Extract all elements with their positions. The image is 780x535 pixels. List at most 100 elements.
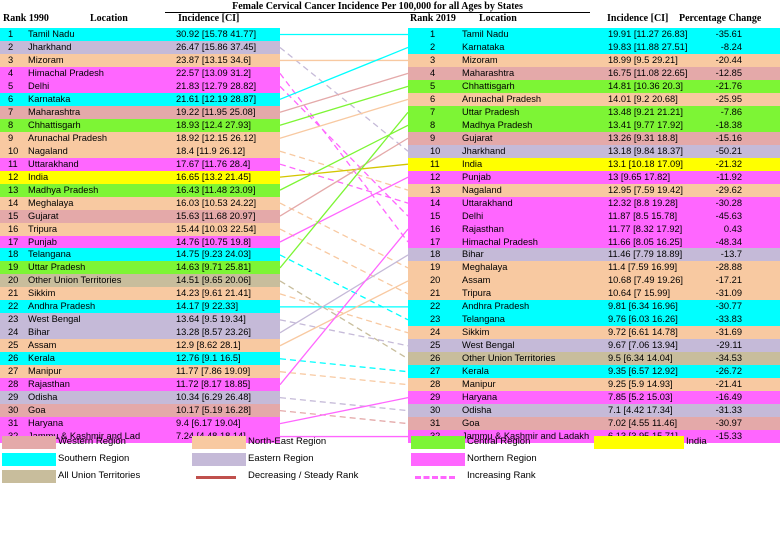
rank-connection-line	[279, 46, 409, 152]
rank-connection-line	[279, 163, 409, 204]
rank-connection-line	[279, 358, 409, 373]
incidence-cell: 11.4 [7.59 16.99]	[608, 262, 678, 273]
incidence-cell: 16.03 [10.53 24.22]	[176, 197, 257, 208]
table-row-1990: 20 Other Union Territories 14.51 [9.65 20.…	[0, 274, 280, 288]
location-cell: Andhra Pradesh	[462, 301, 530, 312]
incidence-cell: 10.64 [7 15.99]	[608, 288, 671, 299]
rank-cell: 2	[430, 41, 436, 52]
location-cell: Himachal Pradesh	[462, 236, 538, 247]
percentage-change-cell: -29.62	[715, 184, 742, 195]
table-row-2019: 5 Chhattisgarh 14.81 [10.36 20.3] -21.76	[408, 79, 780, 93]
percentage-change-cell: -26.72	[715, 366, 742, 377]
incidence-cell: 7.1 [4.42 17.34]	[608, 405, 673, 416]
incidence-cell: 12.76 [9.1 16.5]	[176, 353, 241, 364]
rank-cell: 5	[430, 80, 436, 91]
location-cell: Delhi	[462, 210, 484, 221]
table-row-1990: 15 Gujarat 15.63 [11.68 20.97]	[0, 209, 280, 223]
table-row-2019: 10 Jharkhand 13.18 [9.84 18.37] -50.21	[408, 144, 780, 158]
location-cell: Punjab	[462, 171, 491, 182]
incidence-cell: 13.48 [9.21 21.21]	[608, 106, 683, 117]
rank-connection-line	[279, 228, 409, 295]
table-row-1990: 3 Mizoram 23.87 [13.15 34.6]	[0, 53, 280, 67]
location-cell: Odisha	[28, 392, 58, 403]
incidence-cell: 10.68 [7.49 19.26]	[608, 275, 683, 286]
table-row-1990: 1 Tamil Nadu 30.92 [15.78 41.77]	[0, 28, 280, 41]
rank-cell: 23	[8, 314, 19, 325]
rank-cell: 13	[430, 184, 441, 195]
legend-swatch	[2, 453, 56, 466]
table-row-1990: 6 Karnataka 21.61 [12.19 28.87]	[0, 92, 280, 106]
location-cell: Telangana	[28, 249, 71, 260]
incidence-cell: 9.72 [6.61 14.78]	[608, 327, 678, 338]
rank-cell: 3	[430, 54, 436, 65]
table-row-1990: 9 Arunachal Pradesh 18.92 [12.15 26.12]	[0, 131, 280, 145]
table-row-1990: 12 India 16.65 [13.2 21.45]	[0, 170, 280, 184]
table-row-1990: 8 Chhattisgarh 18.93 [12.4 27.93]	[0, 118, 280, 132]
rank-cell: 30	[430, 405, 441, 416]
table-row-1990: 25 Assam 12.9 [8.62 28.1]	[0, 339, 280, 353]
table-row-1990: 18 Telangana 14.75 [9.23 24.03]	[0, 248, 280, 262]
location-cell: West Bengal	[462, 340, 515, 351]
incidence-cell: 9.67 [7.06 13.94]	[608, 340, 678, 351]
rank-cell: 10	[8, 145, 19, 156]
incidence-cell: 18.4 [11.9 26.12]	[176, 145, 246, 156]
location-cell: Uttarakhand	[28, 158, 79, 169]
rank-cell: 19	[430, 262, 441, 273]
incidence-cell: 11.77 [8.32 17.92]	[608, 223, 683, 234]
incidence-cell: 11.66 [8.05 16.25]	[608, 236, 683, 247]
location-cell: Meghalaya	[462, 262, 508, 273]
rank-cell: 3	[8, 54, 14, 65]
rank-cell: 15	[430, 210, 441, 221]
rank-connection-line	[279, 396, 409, 412]
legend-label: Increasing Rank	[467, 470, 536, 481]
incidence-cell: 14.51 [9.65 20.06]	[176, 275, 251, 286]
percentage-change-cell: -16.49	[715, 392, 742, 403]
legend-label: Northern Region	[467, 453, 537, 464]
incidence-cell: 9.76 [6.03 16.26]	[608, 314, 678, 325]
location-cell: Other Union Territories	[28, 275, 122, 286]
incidence-cell: 16.75 [11.08 22.65]	[608, 67, 688, 78]
percentage-change-cell: -50.21	[715, 145, 742, 156]
rank-cell: 26	[8, 353, 19, 364]
incidence-cell: 9.4 [6.17 19.04]	[176, 418, 241, 429]
table-row-2019: 22 Andhra Pradesh 9.81 [6.34 16.96] -30.77	[408, 300, 780, 314]
incidence-cell: 10.17 [5.19 16.28]	[176, 405, 251, 416]
rank-cell: 17	[430, 236, 441, 247]
incidence-cell: 9.35 [6.57 12.92]	[608, 366, 678, 377]
rank-cell: 30	[8, 405, 19, 416]
percentage-change-cell: -11.92	[716, 171, 742, 182]
rank-connection-line	[279, 254, 409, 334]
table-row-1990: 19 Uttar Pradesh 14.63 [9.71 25.81]	[0, 261, 280, 275]
rank-cell: 11	[430, 158, 440, 169]
rank-connection-line	[279, 98, 409, 139]
location-cell: Karnataka	[28, 93, 71, 104]
incidence-cell: 23.87 [13.15 34.6]	[176, 54, 251, 65]
table-row-1990: 29 Odisha 10.34 [6.29 26.48]	[0, 391, 280, 405]
rank-cell: 13	[8, 184, 19, 195]
rank-cell: 7	[8, 106, 14, 117]
rank-connection-line	[279, 163, 409, 178]
rank-cell: 18	[8, 249, 19, 260]
incidence-cell: 17.67 [11.76 28.4]	[176, 158, 251, 169]
location-cell: Rajasthan	[462, 223, 504, 234]
rank-connection-line	[279, 371, 409, 386]
table-row-1990: 27 Manipur 11.77 [7.86 19.09]	[0, 365, 280, 379]
percentage-change-cell: -21.76	[715, 80, 742, 91]
rank-cell: 25	[430, 340, 441, 351]
rank-cell: 21	[430, 288, 441, 299]
rank-cell: 19	[8, 262, 19, 273]
table-row-2019: 4 Maharashtra 16.75 [11.08 22.65] -12.85	[408, 66, 780, 80]
header-location-2019: Location	[479, 13, 517, 24]
table-row-2019: 24 Sikkim 9.72 [6.61 14.78] -31.69	[408, 326, 780, 340]
table-row-1990: 2 Jharkhand 26.47 [15.86 37.45]	[0, 40, 280, 54]
incidence-cell: 11.46 [7.79 18.89]	[608, 249, 683, 260]
incidence-cell: 18.99 [9.5 29.21]	[608, 54, 678, 65]
location-cell: Manipur	[28, 366, 62, 377]
table-row-2019: 16 Rajasthan 11.77 [8.32 17.92] 0.43	[408, 222, 780, 236]
chart-title: Female Cervical Cancer Incidence Per 100…	[232, 1, 523, 12]
incidence-cell: 21.61 [12.19 28.87]	[176, 93, 257, 104]
location-cell: Manipur	[462, 379, 496, 390]
rank-cell: 24	[430, 327, 441, 338]
table-row-1990: 16 Tripura 15.44 [10.03 22.54]	[0, 222, 280, 236]
table-row-1990: 4 Himachal Pradesh 22.57 [13.09 31.2]	[0, 66, 280, 80]
